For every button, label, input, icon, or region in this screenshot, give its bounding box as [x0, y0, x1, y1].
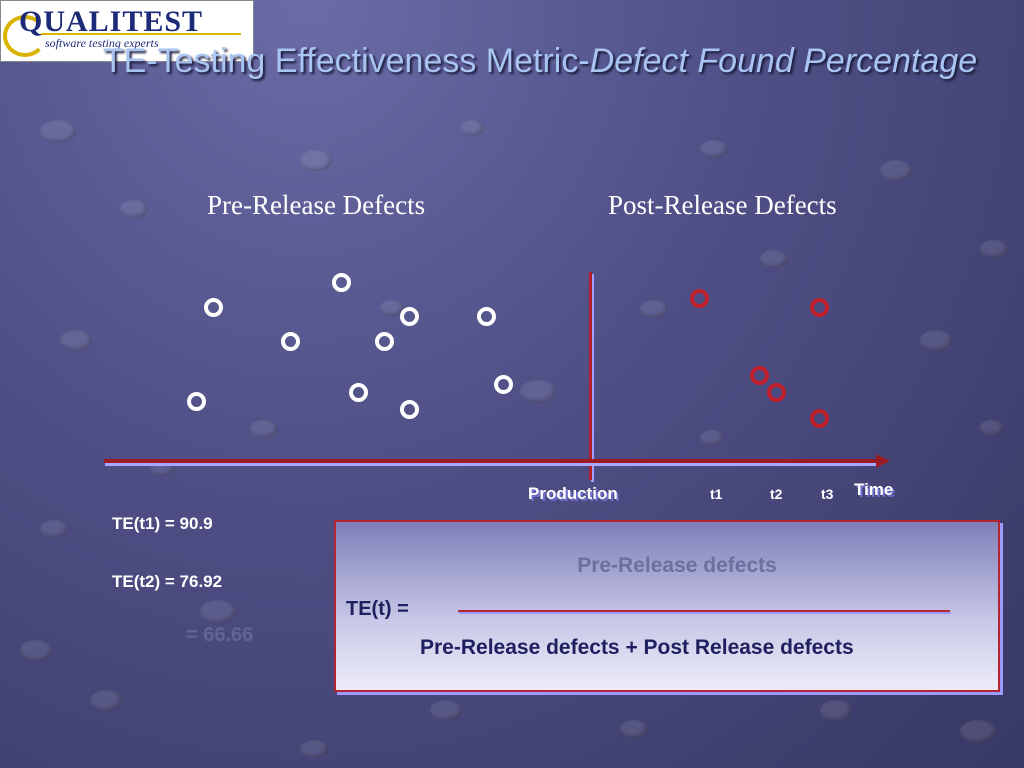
- title-italic: Defect Found Percentage: [589, 42, 978, 80]
- background-bubble: [150, 460, 174, 476]
- pre-release-defect-dot: [349, 383, 368, 402]
- background-bubble: [20, 640, 52, 661]
- post-release-defect-dot: [767, 383, 786, 402]
- tick-t1: t1: [710, 486, 723, 502]
- background-bubble: [380, 300, 404, 316]
- logo-tagline: software testing experts: [45, 36, 159, 50]
- tick-t3: t3: [821, 486, 834, 502]
- post-release-defect-dot: [750, 366, 769, 385]
- formula-numerator: Pre-Release defects: [577, 554, 777, 577]
- slide-title: TE-Testing Effectiveness Metric-Defect F…: [100, 38, 980, 84]
- pre-release-heading: Pre-Release Defects: [207, 190, 426, 220]
- formula-fraction-bar: [458, 610, 950, 612]
- background-bubble: [640, 300, 668, 319]
- background-bubble: [120, 200, 148, 219]
- pre-release-defect-dot: [477, 307, 496, 326]
- background-bubble: [300, 740, 328, 759]
- background-bubble: [40, 120, 76, 144]
- te-result-ghost: = 66.66: [186, 624, 254, 646]
- production-divider: [589, 272, 592, 480]
- background-bubble: [980, 240, 1008, 259]
- formula-lhs: TE(t) =: [346, 598, 409, 620]
- te-result-t2: TE(t2) = 76.92: [112, 572, 223, 591]
- pre-release-defect-dot: [375, 332, 394, 351]
- time-label: Time: [854, 480, 894, 499]
- background-bubble: [820, 700, 852, 721]
- formula-box: Pre-Release defects TE(t) = Pre-Release …: [334, 520, 1000, 692]
- pre-release-defect-dot: [187, 392, 206, 411]
- background-bubble: [430, 700, 462, 721]
- background-bubble: [520, 380, 556, 404]
- logo-brand: QUALITEST: [19, 5, 204, 38]
- background-bubble: [760, 250, 788, 269]
- background-bubble: [40, 520, 68, 539]
- post-release-defect-dot: [690, 289, 709, 308]
- background-bubble: [90, 690, 122, 711]
- pre-release-defect-dot: [332, 273, 351, 292]
- qualitest-logo: QUALITEST software testing experts: [0, 0, 254, 62]
- post-release-heading: Post-Release Defects: [608, 190, 837, 220]
- tick-t2: t2: [770, 486, 783, 502]
- post-release-defect-dot: [810, 298, 829, 317]
- pre-release-defect-dot: [400, 307, 419, 326]
- background-bubble: [700, 430, 724, 446]
- axis-arrow-icon: [876, 454, 890, 468]
- production-label: Production: [528, 484, 618, 503]
- pre-release-defect-dot: [204, 298, 223, 317]
- title-main: TE-Testing Effectiveness Metric-: [102, 42, 590, 80]
- pre-release-defect-dot: [400, 400, 419, 419]
- background-bubble: [60, 330, 92, 351]
- background-bubble: [920, 330, 952, 351]
- background-bubble: [250, 420, 278, 439]
- background-bubble: [880, 160, 912, 181]
- background-bubble: [300, 150, 332, 171]
- time-axis: [104, 459, 880, 463]
- background-bubble: [980, 420, 1004, 436]
- background-bubble: [960, 720, 996, 744]
- te-result-t1: TE(t1) = 90.9: [112, 514, 213, 533]
- background-bubble: [460, 120, 484, 136]
- formula-denominator: Pre-Release defects + Post Release defec…: [420, 636, 854, 659]
- post-release-defect-dot: [810, 409, 829, 428]
- pre-release-defect-dot: [494, 375, 513, 394]
- background-bubble: [620, 720, 648, 739]
- background-bubble: [700, 140, 728, 159]
- logo-underline: [41, 33, 241, 35]
- logo-swoosh-icon: [3, 15, 47, 57]
- background-bubble: [200, 600, 236, 624]
- pre-release-defect-dot: [281, 332, 300, 351]
